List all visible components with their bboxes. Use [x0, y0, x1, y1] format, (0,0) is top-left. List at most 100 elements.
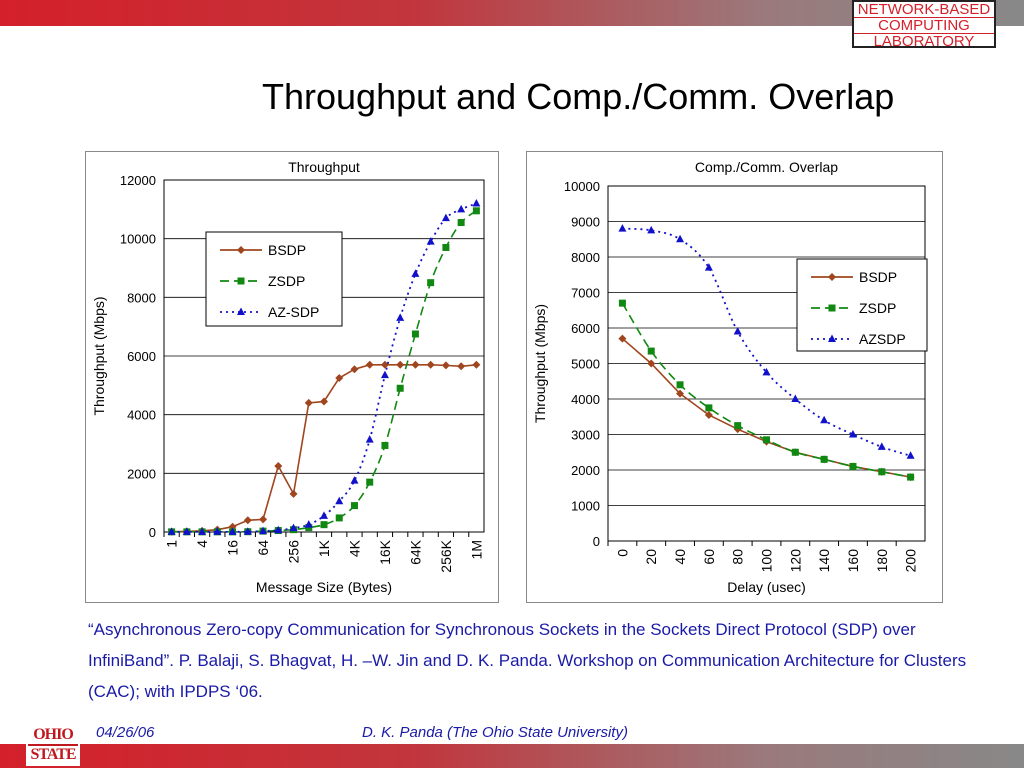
chart0-y-tick-label: 12000 — [120, 173, 156, 188]
chart1-point-azsdp — [791, 394, 800, 402]
chart0-point-az-sdp — [304, 520, 313, 528]
chart1-point-zsdp — [849, 462, 857, 470]
chart0-plot-frame — [163, 179, 485, 533]
chart0-x-tick-label: 256K — [438, 539, 454, 572]
chart0-x-tick-label: 64K — [407, 539, 423, 565]
chart0-x-tick-label: 16 — [225, 540, 241, 556]
chart1-point-azsdp — [848, 430, 857, 438]
osu-logo-line-2: STATE — [30, 746, 76, 763]
chart0-point-az-sdp — [457, 204, 466, 213]
chart0-x-tick-label: 16K — [377, 539, 393, 565]
chart0-point-az-sdp — [335, 496, 344, 505]
chart1-point-zsdp — [878, 468, 886, 476]
chart0-point-zsdp — [427, 279, 435, 287]
bottom-accent-bar — [0, 744, 1024, 768]
footer-author: D. K. Panda (The Ohio State University) — [362, 724, 628, 741]
chart0-point-bsdp — [380, 360, 389, 369]
footer-date: 04/26/06 — [96, 724, 155, 741]
lab-logo: NETWORK-BASED COMPUTING LABORATORY — [852, 0, 996, 49]
chart1-y-tick-label: 5000 — [571, 357, 600, 372]
chart1-point-zsdp — [907, 473, 915, 481]
chart0-point-bsdp — [365, 360, 374, 369]
chart0-x-tick-label: 64 — [255, 540, 271, 556]
chart1-point-azsdp — [877, 442, 886, 450]
chart0-legend-label-az-sdp: AZ-SDP — [268, 304, 319, 320]
chart0-point-bsdp — [441, 361, 450, 370]
chart1-x-tick-label: 120 — [787, 549, 803, 573]
chart1-point-zsdp — [763, 436, 770, 444]
chart0-x-tick-label: 1 — [164, 540, 180, 548]
chart0-point-az-sdp — [350, 476, 359, 484]
chart0-point-zsdp — [411, 330, 419, 338]
chart1-y-tick-label: 10000 — [564, 179, 600, 194]
chart1-point-azsdp — [820, 415, 829, 424]
lab-logo-line-1: NETWORK-BASED — [857, 1, 991, 18]
chart1-point-azsdp — [906, 451, 915, 459]
chart0-point-az-sdp — [289, 523, 298, 532]
chart1-legend-label-azsdp: AZSDP — [859, 331, 906, 347]
chart1-legend-marker-bsdp — [828, 273, 836, 281]
chart0-point-zsdp — [366, 478, 374, 486]
chart0-point-az-sdp — [243, 527, 252, 535]
chart1-series-line-azsdp — [622, 227, 911, 457]
overlap-chart: Comp./Comm. Overlap010002000300040005000… — [532, 159, 928, 595]
chart1-point-azsdp — [762, 367, 771, 376]
chart0-x-tick-label: 4K — [346, 539, 362, 557]
chart0-legend-marker-az-sdp — [237, 307, 245, 315]
chart0-point-az-sdp — [426, 237, 435, 245]
chart0-point-az-sdp — [365, 435, 374, 443]
chart0-x-tick-label: 256 — [286, 540, 302, 564]
throughput-chart-box: Throughput 0 2000 4000 6000 8000 10000 12000 1 4 1… — [85, 151, 499, 603]
chart0-point-az-sdp — [182, 527, 191, 535]
chart0-y-tick-label: 0 — [149, 525, 156, 540]
chart1-point-bsdp — [647, 359, 656, 368]
chart0-point-bsdp — [426, 360, 435, 369]
chart0-point-bsdp — [335, 374, 344, 382]
osu-logo-line-1: OHIO — [33, 726, 74, 743]
chart0-point-az-sdp — [198, 527, 207, 535]
chart0-y-tick-label: 8000 — [127, 290, 156, 305]
chart1-x-tick-label: 20 — [643, 549, 659, 565]
chart0-series-line-bsdp — [171, 364, 477, 533]
chart0-legend — [205, 231, 343, 327]
chart0-point-az-sdp — [472, 198, 481, 207]
chart0-title: Throughput — [288, 159, 360, 175]
chart0-point-bsdp — [243, 516, 252, 525]
chart0-y-tick-label: 2000 — [127, 466, 156, 481]
chart1-y-tick-label: 8000 — [571, 250, 600, 265]
chart1-x-tick-label: 200 — [903, 549, 919, 573]
chart1-x-tick-label: 160 — [845, 549, 861, 573]
chart0-point-az-sdp — [228, 527, 237, 535]
chart0-y-tick-label: 10000 — [120, 232, 156, 247]
chart0-x-tick-label: 1M — [468, 540, 484, 559]
chart1-x-tick-label: 140 — [816, 549, 832, 573]
chart0-point-az-sdp — [411, 269, 420, 277]
chart0-point-zsdp — [335, 514, 343, 522]
osu-logo: OHIO STATE — [26, 726, 80, 766]
chart0-y-axis-label: Throughput (Mbps) — [91, 296, 107, 415]
chart0-point-zsdp — [396, 384, 404, 392]
chart0-point-bsdp — [472, 360, 481, 369]
chart1-y-axis-label: Throughput (Mbps) — [532, 304, 548, 423]
chart1-point-zsdp — [734, 422, 742, 430]
chart1-y-tick-label: 2000 — [571, 463, 600, 478]
chart0-x-axis-label: Message Size (Bytes) — [256, 579, 392, 595]
chart1-point-zsdp — [676, 381, 684, 389]
slide-title: Throughput and Comp./Comm. Overlap — [262, 76, 895, 117]
chart0-point-zsdp — [472, 207, 480, 215]
chart0-y-tick-label: 6000 — [127, 349, 156, 364]
chart1-legend-label-bsdp: BSDP — [859, 269, 897, 285]
chart0-point-bsdp — [320, 397, 328, 406]
chart0-point-zsdp — [320, 521, 328, 529]
chart1-title: Comp./Comm. Overlap — [695, 159, 838, 175]
chart1-legend-marker-zsdp — [828, 304, 836, 312]
chart0-point-az-sdp — [380, 370, 389, 379]
chart1-y-tick-label: 9000 — [571, 215, 600, 230]
chart1-x-tick-label: 180 — [874, 549, 890, 573]
chart1-legend — [796, 258, 928, 352]
chart0-point-az-sdp — [274, 525, 283, 534]
chart0-point-zsdp — [350, 502, 358, 510]
chart0-point-zsdp — [442, 243, 450, 251]
chart1-point-azsdp — [618, 224, 627, 232]
chart0-point-bsdp — [457, 362, 466, 371]
